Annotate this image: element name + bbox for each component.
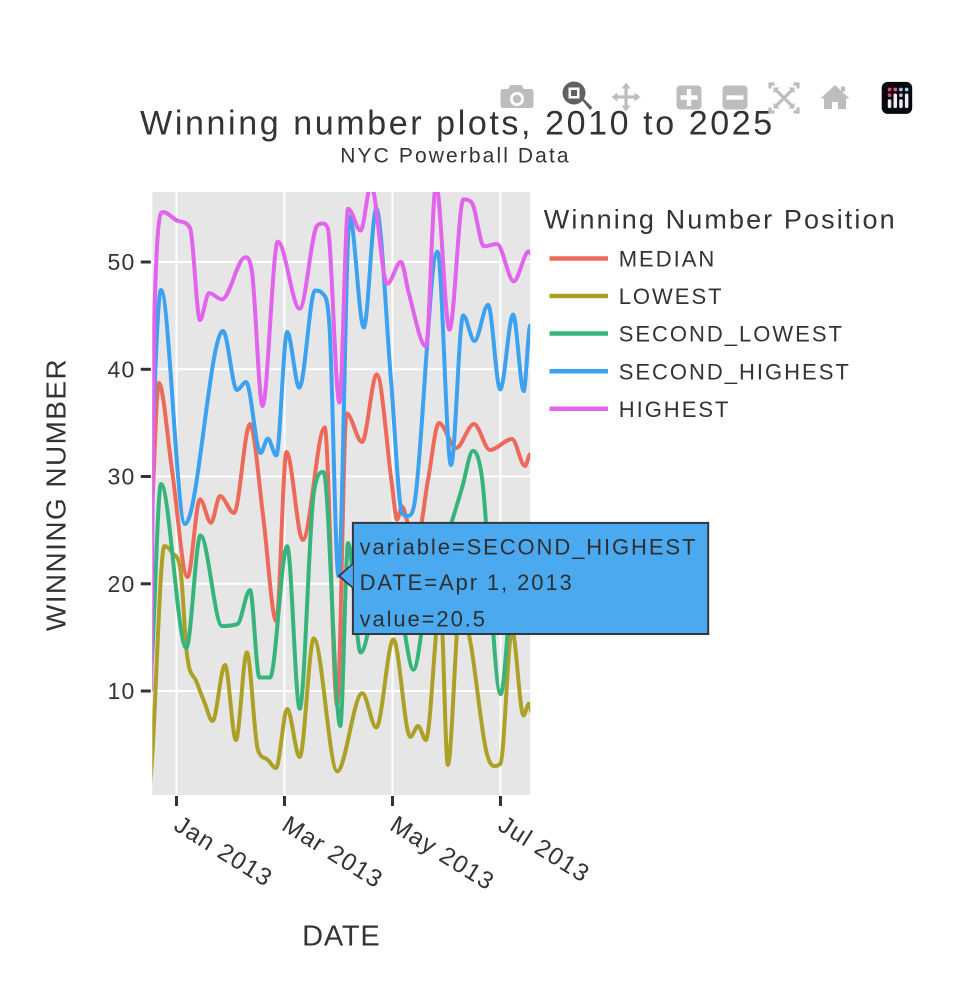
svg-text:10: 10 xyxy=(108,678,136,704)
svg-text:MEDIAN: MEDIAN xyxy=(619,247,717,272)
svg-text:20: 20 xyxy=(108,571,136,597)
svg-text:30: 30 xyxy=(108,464,136,490)
svg-text:DATE=Apr 1, 2013: DATE=Apr 1, 2013 xyxy=(360,570,574,595)
svg-text:HIGHEST: HIGHEST xyxy=(619,397,731,422)
svg-text:NYC Powerball Data: NYC Powerball Data xyxy=(340,144,570,167)
svg-text:LOWEST: LOWEST xyxy=(619,284,724,309)
svg-text:value=20.5: value=20.5 xyxy=(360,607,487,632)
svg-text:WINNING NUMBER: WINNING NUMBER xyxy=(41,358,72,631)
svg-text:Winning Number Position: Winning Number Position xyxy=(544,204,897,234)
svg-text:50: 50 xyxy=(108,249,136,275)
svg-text:SECOND_HIGHEST: SECOND_HIGHEST xyxy=(619,359,851,384)
svg-text:40: 40 xyxy=(108,357,136,383)
svg-text:SECOND_LOWEST: SECOND_LOWEST xyxy=(619,322,844,347)
svg-text:Winning number plots, 2010 to: Winning number plots, 2010 to 2025 xyxy=(140,105,775,143)
svg-text:variable=SECOND_HIGHEST: variable=SECOND_HIGHEST xyxy=(360,534,698,559)
svg-text:DATE: DATE xyxy=(302,921,380,953)
